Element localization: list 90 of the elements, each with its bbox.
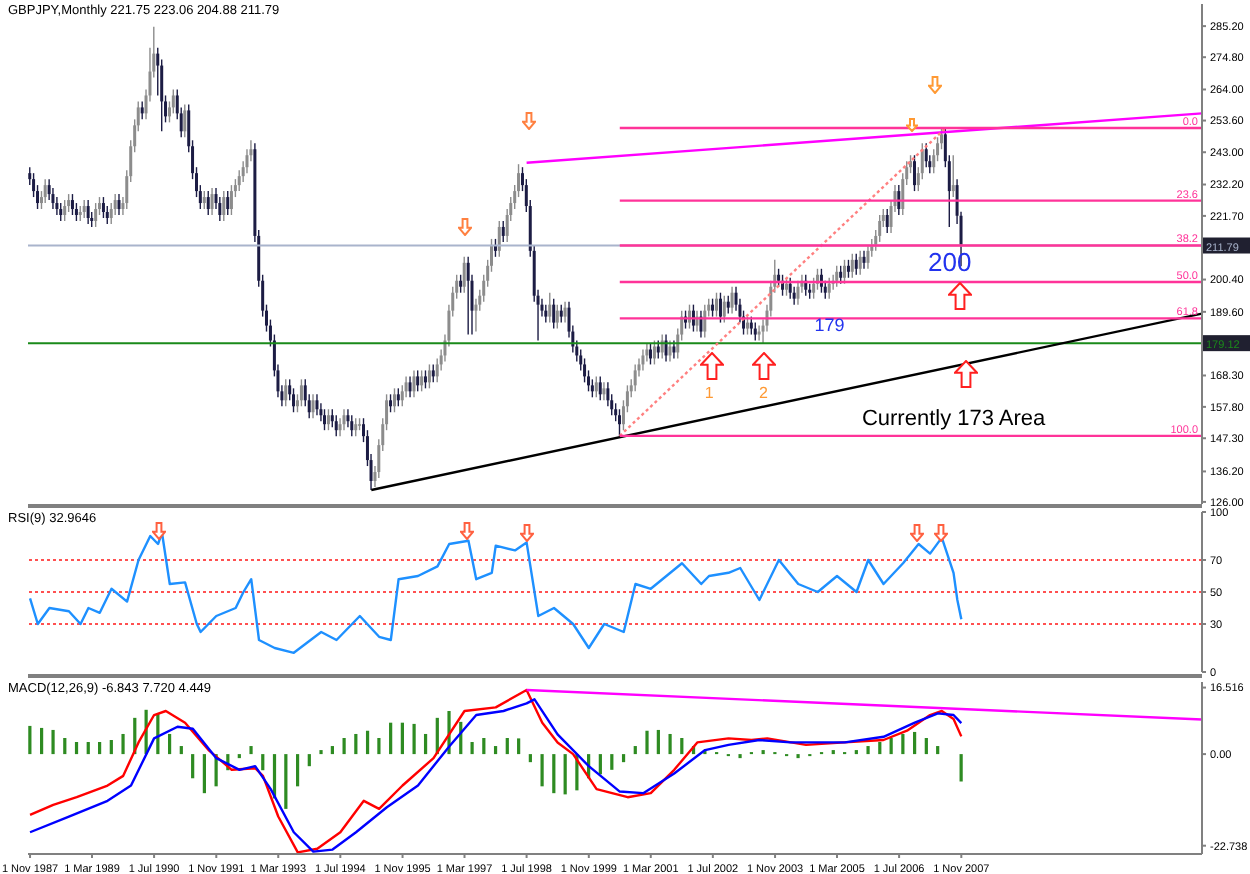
candlestick xyxy=(218,196,222,222)
candlestick xyxy=(548,292,552,324)
candlestick xyxy=(466,256,470,336)
candlestick xyxy=(497,220,501,258)
candlestick xyxy=(117,193,121,216)
candlestick xyxy=(315,393,319,416)
candlestick xyxy=(416,369,420,393)
candlestick xyxy=(594,375,598,399)
candlestick xyxy=(338,417,342,437)
candlestick xyxy=(827,277,831,300)
candlestick xyxy=(51,187,55,210)
candlestick xyxy=(602,381,606,401)
annotation: 2 xyxy=(759,384,768,402)
candlestick xyxy=(878,214,882,243)
candlestick xyxy=(94,202,98,228)
candlestick xyxy=(346,408,350,428)
candlestick xyxy=(555,303,559,330)
candlestick xyxy=(722,294,726,324)
candlestick xyxy=(462,256,466,294)
candlestick xyxy=(86,199,90,225)
candlestick xyxy=(606,381,610,407)
candlestick xyxy=(237,169,241,192)
candlestick xyxy=(598,375,602,401)
candlestick xyxy=(400,384,404,407)
candlestick xyxy=(412,369,416,399)
candlestick xyxy=(284,378,288,407)
candlestick xyxy=(641,348,645,372)
candlestick xyxy=(109,202,113,225)
candlestick xyxy=(792,286,796,306)
candlestick xyxy=(326,408,330,431)
candlestick xyxy=(912,154,916,192)
candlestick xyxy=(299,378,303,407)
candlestick xyxy=(730,286,734,315)
candlestick xyxy=(43,178,47,204)
candlestick xyxy=(843,259,847,285)
candlestick xyxy=(435,357,439,384)
candlestick xyxy=(101,196,105,219)
candlestick xyxy=(311,393,315,419)
candlestick xyxy=(342,408,346,431)
candlestick xyxy=(862,250,866,270)
candlestick xyxy=(113,193,117,216)
annotation: Currently 173 Area xyxy=(861,407,1046,431)
candlestick xyxy=(70,193,74,216)
candlestick xyxy=(55,196,59,216)
candlestick xyxy=(854,253,858,276)
candlestick xyxy=(226,190,230,216)
candlestick xyxy=(951,154,955,198)
candlestick xyxy=(206,190,210,216)
candlestick xyxy=(757,324,761,342)
candlestick xyxy=(140,100,144,121)
candlestick xyxy=(668,339,672,363)
candlestick xyxy=(292,387,296,413)
candlestick xyxy=(474,297,478,333)
candlestick xyxy=(563,300,567,324)
candlestick xyxy=(835,265,839,288)
candlestick xyxy=(633,363,637,393)
candlestick xyxy=(652,339,656,366)
candlestick xyxy=(334,414,338,437)
candlestick xyxy=(544,303,548,324)
candlestick xyxy=(718,292,722,324)
candlestick xyxy=(171,88,175,115)
candlestick xyxy=(858,250,862,276)
candlestick xyxy=(210,187,214,216)
annotation: 179 xyxy=(814,315,845,335)
candlestick xyxy=(420,369,424,393)
annotation: 200 xyxy=(928,247,972,277)
candlestick xyxy=(583,357,587,384)
candlestick xyxy=(392,387,396,413)
candlestick xyxy=(183,103,187,138)
candlestick xyxy=(319,402,323,422)
candlestick xyxy=(222,190,226,222)
candlestick xyxy=(404,375,408,399)
annotation: 1 xyxy=(704,384,714,402)
candlestick xyxy=(350,414,354,437)
candlestick xyxy=(715,292,719,318)
candlestick xyxy=(745,315,749,336)
candlestick xyxy=(812,277,816,300)
candlestick xyxy=(552,297,556,330)
candlestick xyxy=(47,178,51,201)
candlestick xyxy=(501,220,505,243)
candlestick xyxy=(229,184,233,216)
candlestick xyxy=(850,253,854,279)
candlestick xyxy=(63,199,67,222)
candlestick xyxy=(427,363,431,390)
candlestick xyxy=(82,199,86,219)
candlestick xyxy=(885,208,889,234)
candlestick xyxy=(408,375,412,399)
candlestick xyxy=(788,277,792,300)
candlestick xyxy=(924,142,928,168)
candlestick xyxy=(245,148,249,174)
